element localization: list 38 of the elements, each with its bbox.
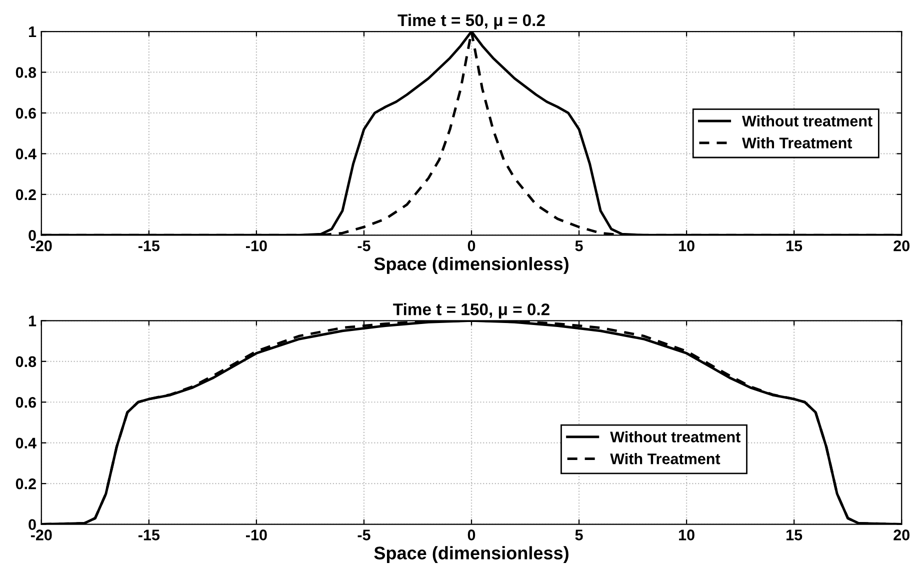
- y-tick-label: 0: [28, 519, 36, 530]
- legend-label: With Treatment: [742, 137, 852, 148]
- x-tick-label: -5: [358, 530, 370, 540]
- y-tick-label: 1: [29, 26, 36, 38]
- x-tick-label: -10: [246, 240, 267, 252]
- x-tick-label: -20: [30, 240, 52, 252]
- x-tick-label: -20: [30, 530, 52, 540]
- y-tick-label: 0.4: [16, 438, 36, 449]
- x-tick-label: 5: [575, 530, 583, 540]
- x-tick-label: 20: [894, 240, 910, 252]
- legend-label: Without treatment: [742, 115, 872, 126]
- x-tick-label: 15: [786, 530, 802, 540]
- chart-title: Time t = 50, μ = 0.2: [398, 14, 545, 30]
- y-tick-label: 0.6: [16, 396, 36, 408]
- x-tick-label: -15: [138, 240, 160, 252]
- y-tick-label: 0.2: [16, 478, 36, 490]
- y-tick-label: 0.6: [16, 108, 36, 119]
- x-tick-label: 5: [575, 240, 583, 252]
- y-tick-label: 0.4: [16, 148, 36, 160]
- x-tick-label: 0: [468, 240, 476, 252]
- y-tick-label: 0.8: [16, 356, 36, 368]
- x-tick-label: -15: [138, 530, 160, 540]
- x-axis-title: Space (dimensionless): [374, 257, 568, 274]
- legend-label: Without treatment: [610, 431, 740, 442]
- legend-label: With Treatment: [610, 453, 720, 464]
- x-tick-label: 20: [894, 530, 910, 540]
- y-tick-label: 0.8: [16, 67, 36, 78]
- y-tick-label: 0.2: [16, 189, 36, 200]
- chart-title: Time t = 150, μ = 0.2: [393, 303, 550, 318]
- x-tick-label: -10: [246, 530, 267, 540]
- x-tick-label: 10: [679, 240, 694, 252]
- x-tick-label: 15: [786, 240, 802, 252]
- x-axis-title: Space (dimensionless): [374, 546, 568, 564]
- y-tick-label: 1: [29, 316, 36, 326]
- x-tick-label: -5: [358, 240, 370, 252]
- y-tick-label: 0: [28, 230, 36, 241]
- x-tick-label: 10: [679, 530, 694, 540]
- x-tick-label: 0: [468, 530, 476, 540]
